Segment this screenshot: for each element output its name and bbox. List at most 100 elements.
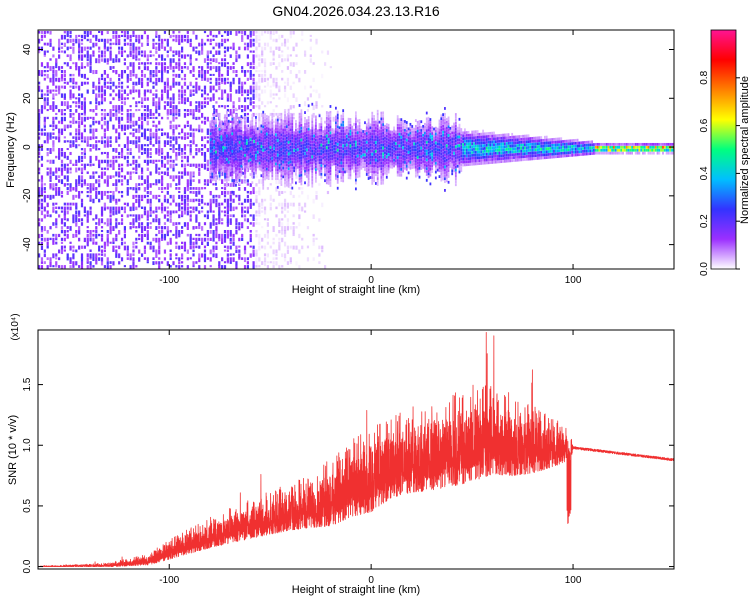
heatmap-cell (371, 132, 374, 136)
heatmap-cell (78, 58, 81, 61)
heatmap-cell (201, 89, 204, 92)
heatmap-cell (236, 135, 239, 139)
heatmap-cell (181, 69, 184, 74)
heatmap-cell (163, 233, 167, 239)
heatmap-cell (75, 179, 78, 185)
heatmap-cell (249, 222, 252, 225)
heatmap-cell (229, 253, 232, 256)
heatmap-cell (166, 42, 169, 47)
heatmap-cell (298, 177, 301, 181)
heatmap-cell (203, 97, 207, 101)
heatmap-cell (155, 73, 158, 77)
heatmap-cell (296, 154, 299, 157)
heatmap-cell (229, 206, 232, 212)
heatmap-cell (266, 218, 269, 221)
heatmap-cell (249, 137, 252, 141)
heatmap-cell (225, 125, 228, 129)
heatmap-cell (251, 172, 254, 176)
heatmap-cell (160, 206, 164, 211)
heatmap-cell (92, 116, 95, 121)
heatmap-cell (132, 30, 135, 35)
heatmap-cell (183, 198, 187, 204)
heatmap-cell (129, 257, 132, 261)
heatmap-cell (143, 30, 147, 35)
heatmap-cell (216, 165, 219, 168)
heatmap-cell (103, 171, 106, 176)
heatmap-cell (260, 124, 263, 128)
heatmap-cell (146, 183, 149, 188)
heatmap-cell (78, 50, 81, 54)
heatmap-cell (55, 167, 58, 173)
heatmap-cell (132, 66, 135, 71)
heatmap-cell (289, 125, 292, 129)
heatmap-cell (132, 140, 135, 145)
heatmap-cell (281, 58, 284, 63)
heatmap-cell (269, 131, 272, 135)
heatmap-cell (333, 159, 335, 163)
heatmap-cell (118, 50, 121, 55)
heatmap-cell (206, 163, 209, 167)
heatmap-cell (244, 139, 246, 143)
heatmap-cell (231, 179, 234, 182)
heatmap-cell (209, 226, 212, 229)
heatmap-cell (318, 134, 321, 138)
heatmap-cell (272, 54, 275, 58)
heatmap-cell (275, 38, 278, 43)
heatmap-cell (342, 120, 345, 124)
heatmap-cell (195, 101, 198, 104)
heatmap-cell (181, 214, 184, 218)
heatmap-cell (252, 202, 255, 206)
heatmap-cell (356, 137, 359, 140)
heatmap-cell (354, 117, 357, 121)
heatmap-cell (95, 233, 98, 239)
heatmap-cell (283, 198, 287, 203)
heatmap-cell (92, 50, 95, 55)
heatmap-cell (218, 136, 221, 140)
heatmap-cell (75, 105, 78, 108)
heatmap-cell (285, 183, 288, 187)
heatmap-cell (280, 148, 283, 151)
heatmap-cell (89, 136, 92, 141)
heatmap-cell (100, 249, 104, 253)
heatmap-cell (253, 169, 256, 173)
heatmap-cell (120, 214, 124, 218)
heatmap-cell (235, 73, 238, 77)
heatmap-cell (275, 124, 277, 128)
heatmap-cell (358, 121, 361, 125)
heatmap-cell (296, 162, 299, 166)
heatmap-cell (325, 157, 328, 161)
heatmap-cell (215, 66, 218, 71)
heatmap-cell (235, 172, 237, 175)
heatmap-cell (58, 155, 61, 160)
heatmap-cell (291, 136, 294, 140)
heatmap-cell (92, 85, 95, 89)
heatmap-cell (358, 136, 361, 140)
heatmap-cell (296, 165, 299, 169)
heatmap-cell (283, 42, 287, 47)
heatmap-cell (327, 114, 330, 118)
heatmap-cell (267, 147, 270, 151)
heatmap-cell (250, 269, 252, 273)
heatmap-cell (95, 241, 98, 245)
heatmap-cell (225, 166, 228, 170)
heatmap-cell (300, 164, 303, 168)
heatmap-cell (89, 124, 92, 128)
heatmap-cell (129, 120, 132, 124)
heatmap-cell (120, 50, 124, 55)
heatmap-cell (52, 128, 55, 131)
heatmap-cell (140, 151, 144, 155)
heatmap-cell (55, 265, 58, 268)
heatmap-cell (292, 116, 295, 120)
heatmap-cell (109, 85, 112, 90)
heatmap-cell (340, 114, 343, 118)
heatmap-cell (252, 190, 255, 195)
heatmap-cell (340, 152, 343, 156)
heatmap-cell (315, 194, 318, 200)
heatmap-cell (331, 131, 334, 134)
heatmap-cell (286, 38, 290, 43)
heatmap-cell (218, 30, 221, 35)
heatmap-cell (287, 167, 290, 171)
heatmap-cell (298, 77, 301, 83)
heatmap-cell (245, 147, 248, 151)
heatmap-cell (318, 161, 321, 164)
